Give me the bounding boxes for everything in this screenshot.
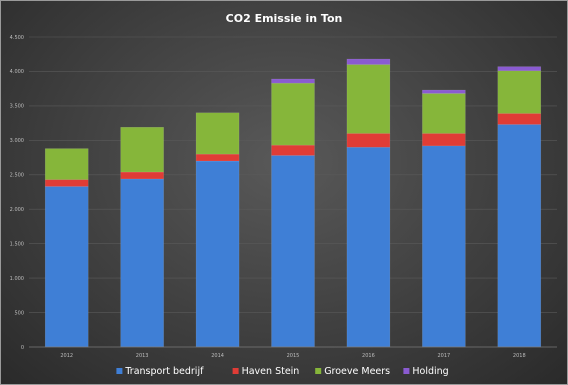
- y-tick-label: 3.000: [10, 138, 24, 144]
- bar-segment: [346, 58, 391, 65]
- x-tick-label: 2015: [287, 353, 300, 359]
- bar-segment: [497, 124, 542, 348]
- chart-title: CO2 Emissie in Ton: [226, 12, 343, 25]
- bar-segment: [120, 171, 164, 180]
- y-tick-label: 4.500: [10, 35, 24, 41]
- x-tick-label: 2012: [60, 353, 73, 359]
- bar-segment: [195, 153, 240, 162]
- y-tick-label: 2.500: [10, 173, 24, 179]
- bar-segment: [120, 126, 164, 173]
- bar-segment: [271, 82, 315, 146]
- legend-label: Transport bedrijf: [124, 366, 204, 377]
- y-tick-label: 1.500: [10, 241, 24, 247]
- bar-segment: [346, 133, 391, 148]
- x-tick-label: 2017: [437, 353, 450, 359]
- legend-swatch: [116, 368, 123, 374]
- y-tick-label: 1.000: [10, 276, 24, 282]
- x-axis-tick-labels: 2012 2013 2014 2015 2016 2017 2018: [60, 353, 525, 359]
- bar-segment: [271, 155, 315, 348]
- y-tick-label: 500: [14, 310, 24, 316]
- bar-segment: [195, 112, 240, 155]
- bar-segment: [195, 160, 240, 348]
- legend-label: Haven Stein: [242, 366, 300, 377]
- legend: Transport bedrijf Haven Stein Groeve Meers…: [116, 366, 449, 377]
- bar-segment: [44, 148, 89, 180]
- y-tick-label: 0: [21, 345, 24, 351]
- x-tick-label: 2013: [136, 353, 149, 359]
- bar-segment: [44, 186, 89, 348]
- bar-segment: [346, 146, 391, 348]
- y-tick-label: 2.000: [10, 207, 24, 213]
- legend-swatch: [315, 368, 322, 374]
- bar-segment: [422, 93, 466, 134]
- legend-label: Groeve Meers: [324, 366, 390, 377]
- bar-segment: [497, 70, 542, 114]
- bars: [44, 58, 542, 348]
- x-tick-label: 2018: [513, 353, 526, 359]
- bar-segment: [120, 178, 164, 348]
- bar-segment: [271, 144, 315, 156]
- y-axis-tick-labels: 0 500 1.000 1.500 2.000 2.500 3.000 3.500 4.000 4…: [10, 35, 24, 351]
- bar-segment: [346, 64, 391, 134]
- legend-label: Holding: [412, 366, 448, 377]
- legend-swatch: [403, 368, 410, 374]
- bar-segment: [497, 113, 542, 125]
- bar-segment: [271, 78, 315, 84]
- bar-segment: [497, 66, 542, 72]
- legend-swatch: [232, 368, 239, 374]
- bar-segment: [422, 89, 466, 94]
- bar-segment: [422, 145, 466, 348]
- bar-segment: [44, 179, 89, 187]
- x-tick-label: 2014: [211, 353, 224, 359]
- x-tick-label: 2016: [362, 353, 375, 359]
- bar-segment: [422, 133, 466, 147]
- y-tick-label: 4.000: [10, 69, 24, 75]
- y-tick-label: 3.500: [10, 104, 24, 110]
